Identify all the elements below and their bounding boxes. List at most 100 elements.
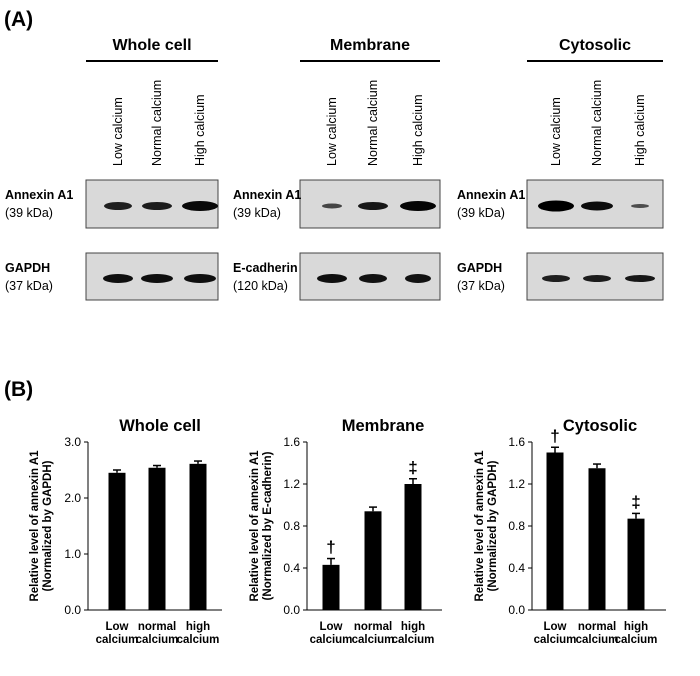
blot-name: Annexin A1: [5, 188, 73, 202]
y-tick-label: 1.6: [283, 435, 300, 449]
x-tick-label: normal calcium: [351, 621, 395, 646]
blot-name: Annexin A1: [457, 188, 525, 202]
x-tick-label: Low calcium: [309, 621, 353, 646]
y-tick-label: 0.0: [508, 603, 525, 617]
blot-band: [631, 204, 649, 208]
y-tick-label: 0.0: [64, 603, 81, 617]
chart-title: Membrane: [342, 417, 425, 435]
x-tick-label: normal calcium: [135, 621, 179, 646]
blot-size: (37 kDa): [5, 279, 53, 293]
blot-band: [182, 201, 218, 211]
y-tick-label: 1.6: [508, 435, 525, 449]
blot-band: [141, 274, 173, 283]
bar: [148, 467, 166, 610]
blot-size: (120 kDa): [233, 279, 288, 293]
error-bar: [551, 446, 559, 453]
y-axis-label: Relative level of annexin A1: [29, 450, 41, 602]
x-tick-label: normal calcium: [575, 621, 619, 646]
blot-band: [358, 202, 388, 210]
blot-band: [400, 201, 436, 211]
chart-title: Whole cell: [119, 417, 201, 435]
error-bar: [113, 469, 121, 473]
bar: [108, 472, 126, 610]
y-tick-label: 0.8: [508, 519, 525, 533]
y-tick-label: 0.0: [283, 603, 300, 617]
y-tick-label: 1.2: [508, 477, 525, 491]
y-tick-label: 2.0: [64, 491, 81, 505]
lane-label: High calcium: [633, 94, 647, 166]
error-bar: [593, 463, 601, 469]
lane-label: Normal calcium: [366, 80, 380, 166]
blot-band: [104, 202, 132, 210]
bar: [627, 518, 645, 610]
blot-band: [581, 201, 613, 211]
blot-name: GAPDH: [457, 261, 502, 275]
x-tick-label: high calcium: [176, 621, 220, 646]
y-tick-label: 1.0: [64, 547, 81, 561]
y-axis-label: Relative level of annexin A1: [249, 450, 261, 602]
error-bar: [194, 460, 202, 464]
significance-mark: †: [326, 538, 335, 557]
group-title: Membrane: [330, 37, 410, 54]
blot-size: (39 kDa): [5, 206, 53, 220]
blot-band: [317, 274, 347, 283]
y-tick-label: 0.4: [508, 561, 525, 575]
bar: [404, 484, 422, 610]
blot-band: [103, 274, 133, 283]
bar: [322, 564, 340, 610]
lane-label: High calcium: [193, 94, 207, 166]
y-axis-label: Relative level of annexin A1: [474, 450, 486, 602]
lane-label: High calcium: [411, 94, 425, 166]
panel-label: (B): [4, 378, 33, 401]
blot-band: [184, 274, 216, 283]
group-title: Cytosolic: [559, 37, 631, 54]
error-bar: [369, 506, 377, 512]
x-tick-label: high calcium: [614, 621, 658, 646]
y-axis-note: (Normalized by E-cadherin): [262, 451, 274, 600]
blot-band: [542, 275, 570, 282]
blot-size: (37 kDa): [457, 279, 505, 293]
error-bar: [409, 478, 417, 484]
bar: [364, 511, 382, 610]
y-tick-label: 0.4: [283, 561, 300, 575]
blot-size: (39 kDa): [457, 206, 505, 220]
blot-band: [583, 275, 611, 282]
panel-label: (A): [4, 8, 33, 31]
y-axis-note: (Normalized by GAPDH): [487, 460, 499, 591]
chart-title: Cytosolic: [563, 417, 637, 435]
significance-mark: ‡: [631, 492, 640, 511]
blot-band: [142, 202, 172, 210]
y-tick-label: 0.8: [283, 519, 300, 533]
y-tick-label: 3.0: [64, 435, 81, 449]
error-bar: [327, 557, 335, 565]
bar: [189, 463, 207, 610]
blot-name: GAPDH: [5, 261, 50, 275]
lane-label: Low calcium: [325, 97, 339, 166]
blot-band: [359, 274, 387, 283]
group-title: Whole cell: [112, 37, 191, 54]
blot-band: [405, 274, 431, 283]
bar: [588, 468, 606, 610]
x-tick-label: high calcium: [391, 621, 435, 646]
y-axis-note: (Normalized by GAPDH): [42, 460, 54, 591]
lane-label: Normal calcium: [150, 80, 164, 166]
bar: [546, 452, 564, 610]
significance-mark: †: [550, 426, 559, 445]
error-bar: [153, 464, 161, 468]
x-tick-label: Low calcium: [95, 621, 139, 646]
lane-label: Low calcium: [549, 97, 563, 166]
lane-label: Low calcium: [111, 97, 125, 166]
blot-size: (39 kDa): [233, 206, 281, 220]
y-tick-label: 1.2: [283, 477, 300, 491]
blot-name: Annexin A1: [233, 188, 301, 202]
lane-label: Normal calcium: [590, 80, 604, 166]
significance-mark: ‡: [408, 458, 417, 477]
x-tick-label: Low calcium: [533, 621, 577, 646]
blot-band: [322, 203, 342, 209]
blot-band: [538, 200, 574, 212]
blot-band: [625, 275, 655, 282]
blot-name: E-cadherin: [233, 261, 298, 275]
error-bar: [632, 512, 640, 519]
